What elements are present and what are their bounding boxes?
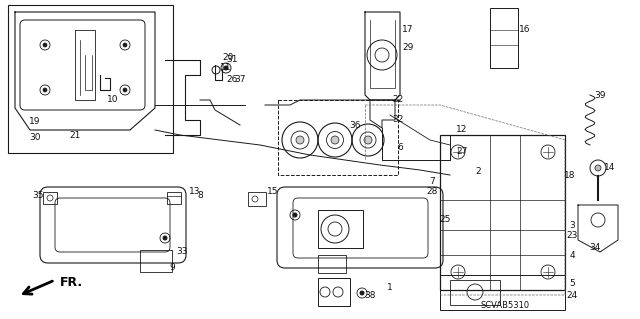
Text: 29: 29 xyxy=(403,43,413,53)
Circle shape xyxy=(123,88,127,92)
Text: 14: 14 xyxy=(604,164,616,173)
Circle shape xyxy=(296,136,304,144)
Text: 28: 28 xyxy=(426,188,438,197)
Text: 8: 8 xyxy=(197,190,203,199)
Circle shape xyxy=(224,66,228,70)
Text: 18: 18 xyxy=(564,170,576,180)
Text: 27: 27 xyxy=(456,147,468,157)
Bar xyxy=(318,278,350,306)
Text: 23: 23 xyxy=(566,231,578,240)
Text: 1: 1 xyxy=(387,283,393,292)
Circle shape xyxy=(43,88,47,92)
Bar xyxy=(140,250,172,272)
Bar xyxy=(440,275,565,310)
Text: 35: 35 xyxy=(32,190,44,199)
Text: 17: 17 xyxy=(403,26,413,34)
Text: 19: 19 xyxy=(29,117,41,127)
Text: 11: 11 xyxy=(220,63,232,72)
Bar xyxy=(248,192,266,206)
Text: 33: 33 xyxy=(176,248,188,256)
Text: 16: 16 xyxy=(519,26,531,34)
Text: 4: 4 xyxy=(569,250,575,259)
Circle shape xyxy=(123,43,127,47)
Circle shape xyxy=(163,236,167,240)
Text: SCVAB5310: SCVAB5310 xyxy=(481,300,529,309)
Circle shape xyxy=(331,136,339,144)
Text: 3: 3 xyxy=(569,220,575,229)
Text: 25: 25 xyxy=(439,216,451,225)
Text: 2: 2 xyxy=(475,167,481,176)
Bar xyxy=(8,5,173,153)
Text: 37: 37 xyxy=(234,76,246,85)
Text: 10: 10 xyxy=(108,95,119,105)
Bar xyxy=(440,135,565,290)
Bar xyxy=(318,255,346,273)
Text: 13: 13 xyxy=(189,188,201,197)
Bar xyxy=(167,192,181,204)
Text: 9: 9 xyxy=(169,263,175,272)
Text: 24: 24 xyxy=(566,291,578,300)
Bar xyxy=(278,100,398,175)
Circle shape xyxy=(43,43,47,47)
Text: FR.: FR. xyxy=(60,276,83,288)
Text: 5: 5 xyxy=(569,278,575,287)
Text: 6: 6 xyxy=(397,144,403,152)
Bar xyxy=(490,8,518,68)
Bar xyxy=(450,280,500,305)
Circle shape xyxy=(293,213,297,217)
Circle shape xyxy=(364,136,372,144)
Text: 15: 15 xyxy=(268,188,279,197)
Text: 12: 12 xyxy=(456,125,468,135)
Text: 36: 36 xyxy=(349,121,361,130)
Text: 30: 30 xyxy=(29,133,41,143)
Text: 32: 32 xyxy=(392,115,404,124)
Text: 20: 20 xyxy=(222,54,234,63)
Circle shape xyxy=(595,165,601,171)
Text: 31: 31 xyxy=(227,56,237,64)
Bar xyxy=(43,192,57,204)
Text: 21: 21 xyxy=(69,130,81,139)
Text: 26: 26 xyxy=(227,76,237,85)
Text: 7: 7 xyxy=(429,177,435,187)
Text: 39: 39 xyxy=(595,91,605,100)
Text: 38: 38 xyxy=(364,291,376,300)
Text: 34: 34 xyxy=(589,243,601,253)
Text: 22: 22 xyxy=(392,95,404,105)
Bar xyxy=(318,210,363,248)
Circle shape xyxy=(360,291,364,295)
